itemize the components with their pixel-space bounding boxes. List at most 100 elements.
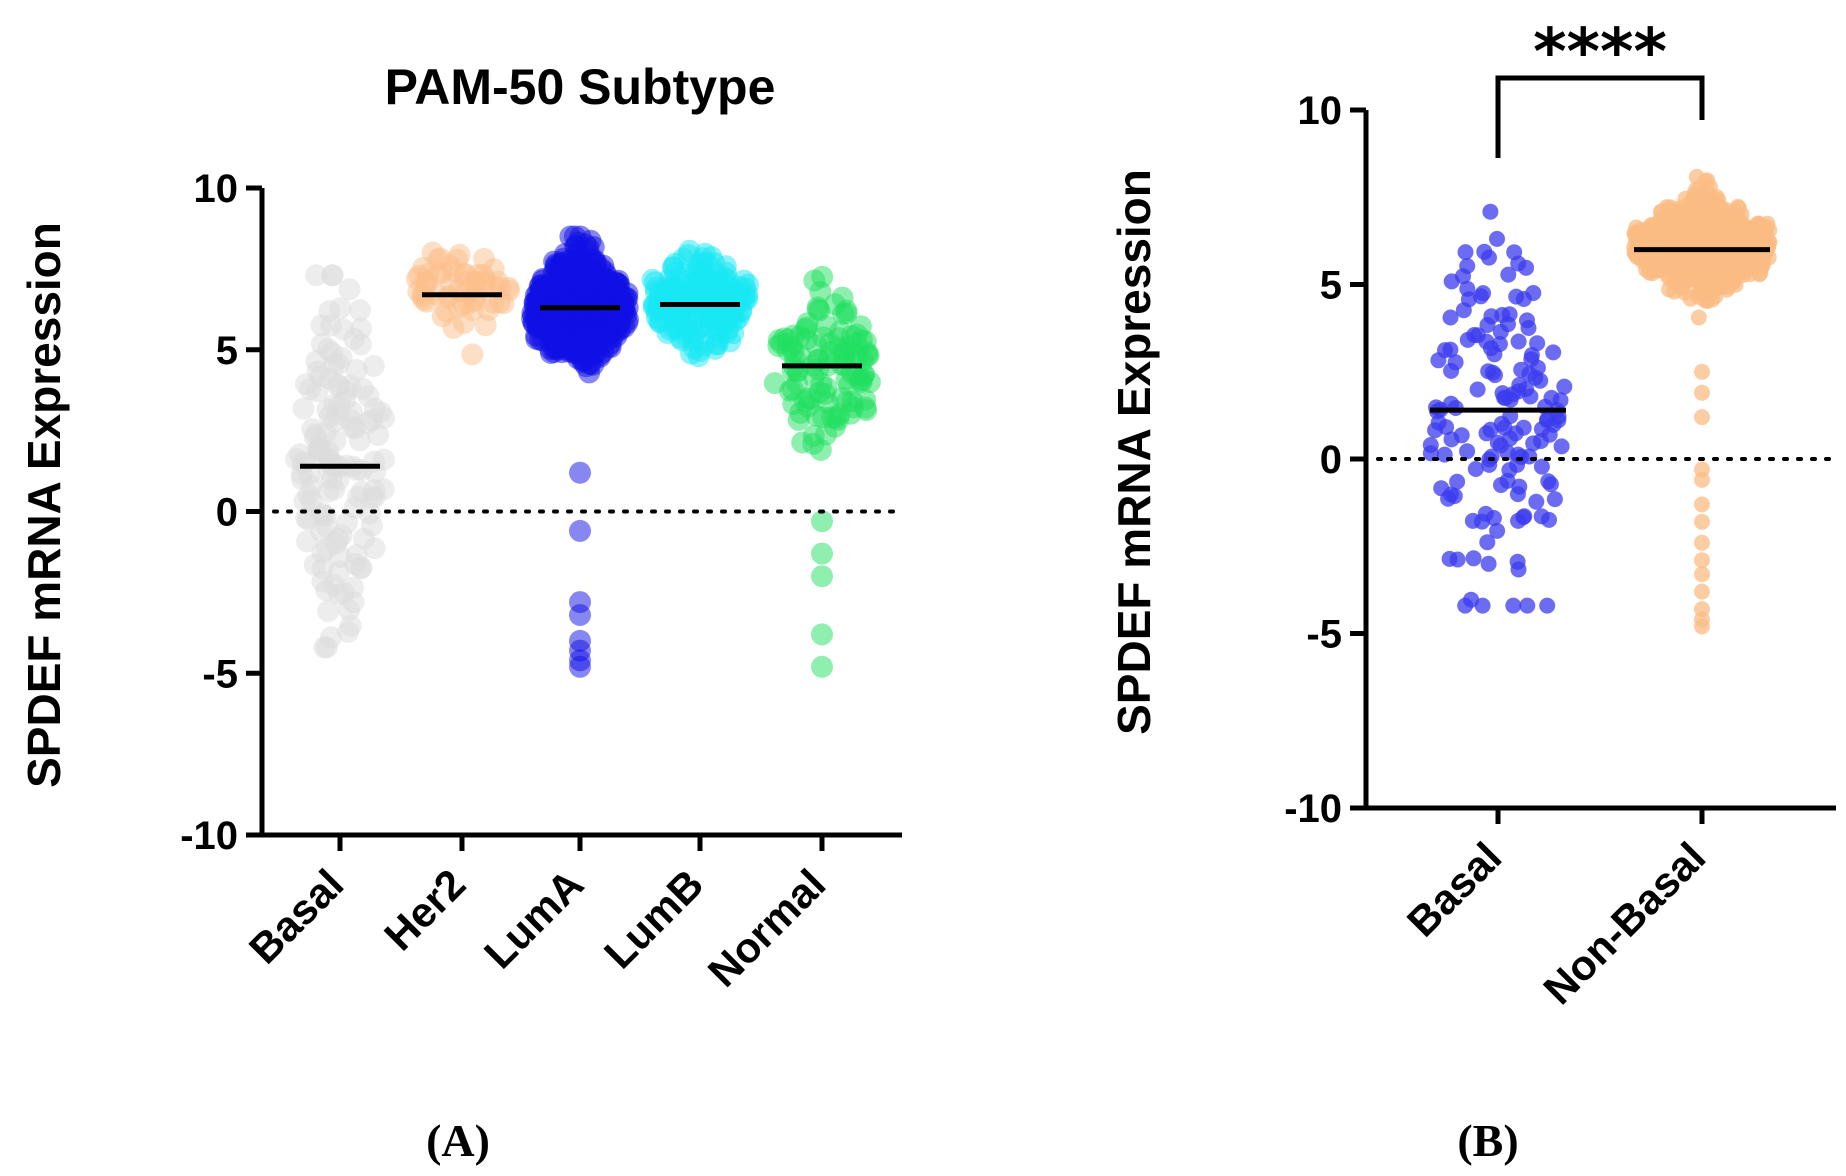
data-point	[569, 519, 591, 542]
data-point	[307, 436, 330, 459]
data-point	[853, 363, 876, 386]
data-point	[1706, 264, 1723, 281]
data-point	[1427, 422, 1444, 439]
y-tick-label: 5	[216, 329, 238, 373]
y-tick-label: 10	[194, 167, 239, 211]
data-point	[845, 332, 868, 355]
data-point	[318, 405, 341, 428]
data-point	[1522, 388, 1539, 405]
panel-a-y-axis-label: SPDEF mRNA Expression	[18, 222, 70, 788]
data-point	[1496, 419, 1513, 436]
data-point	[1489, 522, 1506, 539]
data-point	[782, 324, 805, 347]
data-point	[1510, 561, 1527, 578]
data-point	[1715, 277, 1732, 294]
data-point	[1457, 597, 1474, 614]
data-point	[803, 269, 826, 292]
data-point	[525, 308, 548, 331]
data-point	[1677, 211, 1694, 228]
panel-b-label: (B)	[1457, 1115, 1518, 1166]
data-point	[1731, 226, 1748, 243]
data-point	[466, 264, 489, 287]
data-point	[1694, 534, 1710, 551]
data-point	[1485, 510, 1502, 526]
data-point	[324, 429, 347, 452]
panel-b-y-axis-label: SPDEF mRNA Expression	[1108, 169, 1160, 735]
data-point	[610, 293, 632, 315]
data-point	[1457, 244, 1474, 261]
data-point	[349, 299, 371, 322]
data-point	[1501, 306, 1518, 323]
data-point	[1478, 425, 1495, 442]
data-point	[1500, 266, 1517, 283]
data-point	[1690, 309, 1707, 326]
data-point	[448, 243, 471, 266]
data-point	[330, 524, 353, 547]
data-point	[793, 390, 816, 413]
data-point	[589, 345, 611, 368]
data-point	[1703, 226, 1720, 243]
data-point	[1483, 308, 1500, 325]
data-point	[334, 388, 357, 411]
data-point	[360, 514, 383, 537]
data-point	[677, 244, 700, 266]
x-tick-label: Non-Basal	[1534, 833, 1714, 1013]
data-point	[1657, 215, 1674, 232]
data-point	[1519, 597, 1536, 614]
data-point	[1702, 178, 1718, 195]
data-point	[1694, 552, 1710, 569]
data-point	[1533, 433, 1549, 449]
y-tick-label: -10	[1284, 787, 1342, 831]
data-point	[1533, 421, 1550, 438]
data-point	[1676, 284, 1693, 301]
data-point	[350, 317, 372, 340]
data-point	[1505, 597, 1522, 614]
data-point	[327, 353, 350, 376]
data-point	[305, 264, 328, 287]
data-point	[706, 318, 729, 341]
data-point	[317, 480, 340, 503]
data-point	[1539, 597, 1556, 614]
data-point	[724, 309, 747, 332]
data-point	[810, 372, 833, 395]
significance-bracket	[1495, 75, 1705, 158]
data-point	[662, 256, 685, 279]
data-point	[1479, 534, 1496, 551]
data-point	[1489, 230, 1505, 247]
data-point	[343, 496, 366, 519]
data-point	[1459, 280, 1476, 297]
data-point	[829, 320, 852, 343]
data-point	[806, 296, 829, 319]
data-point	[430, 262, 453, 284]
data-point	[1540, 473, 1557, 490]
data-point	[1472, 288, 1489, 305]
data-point	[338, 278, 361, 301]
data-point	[1718, 202, 1735, 219]
x-tick-label: LumA	[475, 860, 592, 977]
data-point	[1694, 471, 1710, 488]
panel-b: SPDEF mRNA Expression 10 5 0 -5 -10 Basal Non…	[1108, 16, 1836, 1166]
data-point	[362, 355, 385, 377]
data-point	[1532, 372, 1549, 389]
data-point	[588, 276, 611, 299]
data-point	[332, 318, 355, 341]
data-point	[590, 322, 613, 345]
data-point	[1694, 496, 1710, 513]
data-point	[815, 423, 838, 446]
data-point	[1441, 550, 1458, 567]
data-point	[1469, 381, 1486, 398]
data-point	[1510, 512, 1527, 529]
data-point	[442, 317, 465, 339]
data-point	[530, 281, 552, 303]
data-point	[1482, 203, 1499, 220]
x-tick-label: Basal	[240, 860, 352, 972]
data-point	[1511, 478, 1528, 495]
data-point	[1693, 244, 1710, 261]
data-point	[1694, 618, 1710, 635]
data-point	[1480, 363, 1497, 380]
data-point	[1478, 333, 1495, 350]
data-point	[405, 267, 428, 290]
data-point	[1694, 363, 1710, 380]
data-point	[811, 655, 833, 678]
